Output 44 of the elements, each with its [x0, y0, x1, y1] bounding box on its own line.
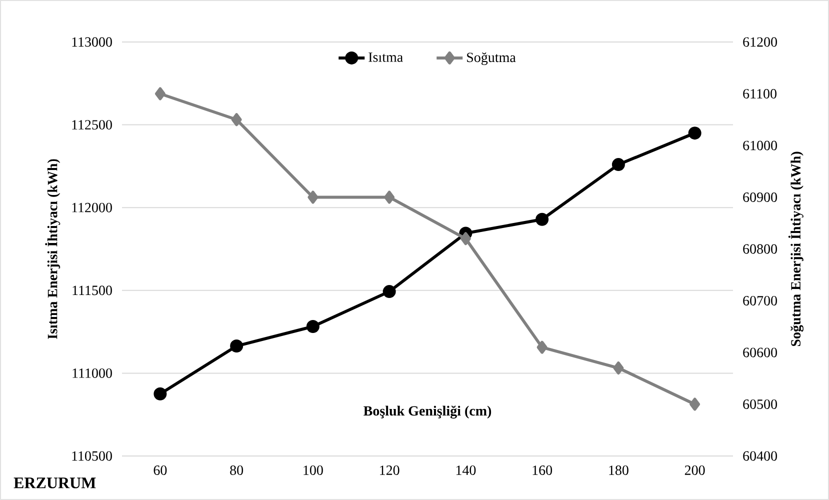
- y2-tick-label: 60600: [743, 348, 777, 358]
- legend-label: Isıtma: [368, 52, 403, 62]
- x-tick-label: 120: [380, 466, 400, 475]
- x-tick-label: 160: [532, 466, 552, 475]
- y2-tick-label: 61100: [743, 89, 776, 98]
- point: [613, 362, 624, 375]
- x-tick-label: 180: [609, 466, 628, 475]
- point: [154, 87, 166, 100]
- x-tick-label: 100: [304, 466, 323, 475]
- point: [382, 285, 396, 298]
- point: [231, 113, 242, 126]
- legend-label: Soğutma: [467, 52, 516, 65]
- y2-tick-label: 61000: [743, 140, 777, 150]
- y-tick-label: 113000: [72, 37, 112, 47]
- text: ERZURUM: [14, 478, 96, 488]
- y2-tick-label: 61200: [743, 37, 777, 47]
- x-tick-label: 140: [456, 466, 476, 475]
- point: [460, 232, 471, 246]
- y-tick-label: 111500: [72, 286, 112, 296]
- y-tick-label: 112500: [72, 120, 112, 130]
- point: [612, 158, 625, 172]
- x-tick-label: 80: [230, 466, 244, 475]
- point: [536, 212, 549, 226]
- point: [154, 387, 167, 400]
- y2-tick-label: 60500: [743, 400, 777, 409]
- point: [384, 190, 395, 204]
- point: [690, 398, 700, 411]
- y2-tick-label: 60900: [743, 192, 777, 202]
- point: [306, 320, 320, 333]
- point: [688, 126, 702, 140]
- x-tick-label: 60: [154, 466, 167, 475]
- y-tick-label: 111000: [72, 368, 112, 378]
- y2-tick-label: 60700: [743, 296, 777, 306]
- x-tick-label: 200: [684, 466, 705, 475]
- y2-tick-label: 60400: [743, 451, 777, 461]
- x-axis-title: Boşluk Genişliği (cm): [364, 406, 492, 419]
- y-axis-title: Isıtma Enerjisi İhtiyacı (kWh): [45, 159, 60, 339]
- point: [230, 340, 244, 353]
- point: [536, 340, 548, 354]
- y2-tick-label: 60800: [743, 244, 777, 254]
- y2-axis-title: Soğutma Enerjisi İhtiyacı (kWh): [788, 152, 804, 346]
- y-tick-label: 110500: [72, 451, 112, 461]
- point: [308, 190, 318, 204]
- y-tick-label: 112000: [72, 202, 112, 212]
